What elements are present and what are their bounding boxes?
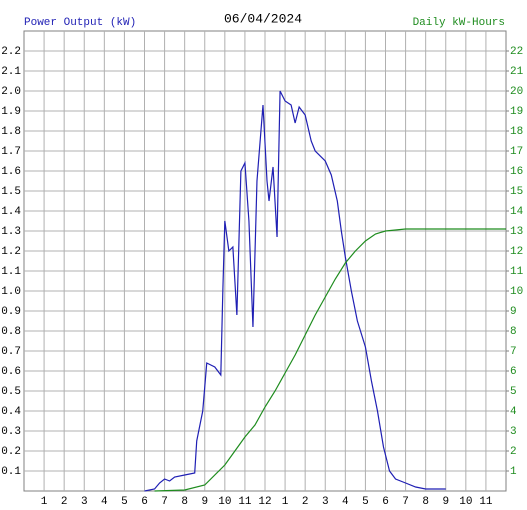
y2-tick-label: 13 xyxy=(510,226,523,238)
x-tick-label: 2 xyxy=(61,496,68,508)
y-tick-label: 0.8 xyxy=(1,326,21,338)
y-tick-label: 1.8 xyxy=(1,126,21,138)
y2-tick-label: 17 xyxy=(510,146,523,158)
y-tick-label: 0.4 xyxy=(1,406,21,418)
x-tick-label: 4 xyxy=(101,496,108,508)
x-tick-label: 6 xyxy=(141,496,148,508)
x-tick-label: 3 xyxy=(322,496,329,508)
y2-tick-label: 3 xyxy=(510,426,517,438)
x-tick-label: 12 xyxy=(258,496,271,508)
y-tick-label: 1.9 xyxy=(1,106,21,118)
y-tick-label: 2.0 xyxy=(1,86,21,98)
y-tick-label: 1.1 xyxy=(1,266,21,278)
x-tick-label: 8 xyxy=(181,496,188,508)
x-tick-label: 5 xyxy=(362,496,369,508)
x-tick-label: 6 xyxy=(382,496,389,508)
y-tick-label: 0.2 xyxy=(1,446,21,458)
chart-title: 06/04/2024 xyxy=(224,11,302,26)
y2-tick-label: 15 xyxy=(510,186,523,198)
y2-tick-label: 21 xyxy=(510,66,524,78)
x-tick-label: 11 xyxy=(238,496,252,508)
x-tick-label: 5 xyxy=(121,496,128,508)
y2-tick-label: 22 xyxy=(510,46,523,58)
y-tick-label: 0.7 xyxy=(1,346,21,358)
y2-tick-label: 20 xyxy=(510,86,523,98)
x-tick-label: 2 xyxy=(302,496,309,508)
y2-tick-label: 1 xyxy=(510,466,517,478)
y2-tick-label: 16 xyxy=(510,166,523,178)
x-tick-label: 1 xyxy=(41,496,48,508)
y-tick-label: 1.7 xyxy=(1,146,21,158)
y-tick-label: 1.3 xyxy=(1,226,21,238)
y-tick-label: 1.0 xyxy=(1,286,21,298)
y2-tick-label: 9 xyxy=(510,306,517,318)
y2-tick-label: 14 xyxy=(510,206,524,218)
y-tick-label: 0.9 xyxy=(1,306,21,318)
x-tick-label: 9 xyxy=(201,496,208,508)
y2-tick-label: 4 xyxy=(510,406,517,418)
y-tick-label: 0.5 xyxy=(1,386,21,398)
y2-tick-label: 11 xyxy=(510,266,524,278)
x-tick-label: 4 xyxy=(342,496,349,508)
y-tick-label: 1.4 xyxy=(1,206,21,218)
y2-tick-label: 2 xyxy=(510,446,517,458)
x-tick-label: 7 xyxy=(161,496,168,508)
y-tick-label: 0.3 xyxy=(1,426,21,438)
x-tick-label: 3 xyxy=(81,496,88,508)
x-tick-label: 7 xyxy=(402,496,409,508)
x-tick-label: 10 xyxy=(459,496,472,508)
y2-tick-label: 8 xyxy=(510,326,517,338)
y-tick-label: 1.6 xyxy=(1,166,21,178)
x-tick-label: 11 xyxy=(479,496,493,508)
y-tick-label: 0.1 xyxy=(1,466,21,478)
y-tick-label: 2.1 xyxy=(1,66,21,78)
y2-tick-label: 10 xyxy=(510,286,523,298)
y-tick-label: 1.2 xyxy=(1,246,21,258)
y-tick-label: 2.2 xyxy=(1,46,21,58)
y2-axis-label: Daily kW-Hours xyxy=(413,17,505,29)
x-tick-label: 1 xyxy=(282,496,289,508)
series-line xyxy=(154,228,506,492)
y-tick-label: 1.5 xyxy=(1,186,21,198)
y2-tick-label: 5 xyxy=(510,386,517,398)
y2-tick-label: 18 xyxy=(510,126,523,138)
y-axis-label: Power Output (kW) xyxy=(24,17,136,29)
x-tick-label: 9 xyxy=(442,496,449,508)
series-line xyxy=(144,90,446,492)
y2-tick-label: 12 xyxy=(510,246,523,258)
y2-tick-label: 19 xyxy=(510,106,523,118)
y2-tick-label: 6 xyxy=(510,366,517,378)
x-tick-label: 10 xyxy=(218,496,231,508)
y-tick-label: 0.6 xyxy=(1,366,21,378)
x-tick-label: 8 xyxy=(422,496,429,508)
y2-tick-label: 7 xyxy=(510,346,517,358)
